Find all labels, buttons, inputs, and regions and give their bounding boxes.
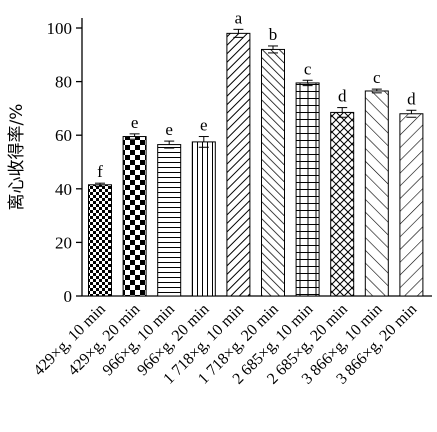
significance-label: f bbox=[97, 162, 103, 181]
y-tick-label: 0 bbox=[64, 287, 73, 306]
bar bbox=[295, 82, 320, 297]
significance-label: c bbox=[373, 68, 381, 87]
significance-label: b bbox=[269, 25, 278, 44]
bar bbox=[157, 144, 182, 297]
bar bbox=[330, 111, 355, 297]
significance-label: d bbox=[338, 87, 347, 106]
significance-label: a bbox=[235, 8, 243, 27]
significance-label: c bbox=[304, 59, 312, 78]
y-tick-label: 100 bbox=[47, 19, 73, 38]
bar bbox=[191, 141, 216, 297]
bar bbox=[88, 184, 112, 297]
y-tick-label: 40 bbox=[55, 180, 72, 199]
bar bbox=[399, 113, 424, 297]
significance-label: e bbox=[165, 120, 173, 139]
bar bbox=[364, 90, 389, 297]
significance-label: e bbox=[200, 116, 208, 135]
significance-label: d bbox=[407, 89, 416, 108]
y-ticks: 0 20 40 60 80 100 bbox=[47, 19, 82, 306]
bar bbox=[122, 136, 147, 297]
bar bbox=[261, 48, 285, 297]
y-axis-label: 离心收得率/% bbox=[7, 104, 27, 211]
y-tick-label: 20 bbox=[55, 233, 72, 252]
significance-label: e bbox=[131, 113, 139, 132]
y-tick-label: 80 bbox=[55, 73, 72, 92]
bar bbox=[226, 32, 251, 297]
bars: f e e e a b c d c d bbox=[88, 8, 424, 297]
y-tick-label: 60 bbox=[55, 126, 72, 145]
